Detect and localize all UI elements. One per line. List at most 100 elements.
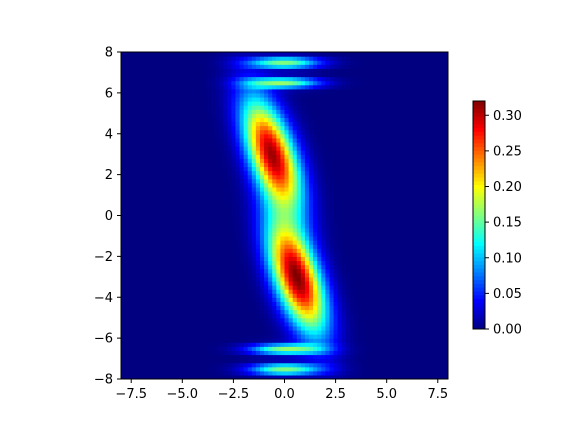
heatmap-cell xyxy=(309,178,314,184)
heatmap-cell xyxy=(121,207,126,213)
heatmap-cell xyxy=(304,174,310,180)
heatmap-cell xyxy=(337,92,343,98)
heatmap-cell xyxy=(296,129,302,135)
heatmap-cell xyxy=(227,199,232,204)
heatmap-cell xyxy=(292,256,298,262)
heatmap-cell xyxy=(121,101,126,106)
heatmap-cell xyxy=(235,374,241,379)
heatmap-cell xyxy=(178,199,183,204)
heatmap-cell xyxy=(137,268,143,274)
heatmap-cell xyxy=(145,150,151,155)
heatmap-cell xyxy=(337,186,343,192)
heatmap-cell xyxy=(157,329,163,335)
heatmap-cell xyxy=(215,231,220,237)
heatmap-cell xyxy=(284,325,290,331)
heatmap-cell xyxy=(268,190,273,196)
heatmap-cell xyxy=(329,113,335,118)
heatmap-cell xyxy=(202,186,208,192)
heatmap-cell xyxy=(219,109,224,114)
heatmap-cell xyxy=(317,231,322,237)
heatmap-cell xyxy=(165,60,171,65)
heatmap-cell xyxy=(370,305,376,311)
heatmap-cell xyxy=(304,150,310,155)
heatmap-cell xyxy=(362,92,367,98)
heatmap-cell xyxy=(210,174,216,180)
heatmap-cell xyxy=(129,268,134,274)
heatmap-cell xyxy=(280,137,286,143)
heatmap-cell xyxy=(190,113,196,118)
heatmap-cell xyxy=(272,72,277,78)
heatmap-cell xyxy=(374,325,380,331)
heatmap-cell xyxy=(333,203,339,208)
heatmap-cell xyxy=(219,338,224,343)
heatmap-cell xyxy=(288,162,294,168)
heatmap-cell xyxy=(353,178,359,184)
heatmap-cell xyxy=(170,211,175,217)
heatmap-cell xyxy=(231,105,237,110)
heatmap-cell xyxy=(292,350,298,356)
heatmap-cell xyxy=(206,374,212,379)
heatmap-cell xyxy=(264,342,269,347)
heatmap-cell xyxy=(370,117,376,123)
heatmap-cell xyxy=(276,190,282,196)
heatmap-cell xyxy=(264,289,269,294)
heatmap-cell xyxy=(292,309,298,315)
heatmap-cell xyxy=(333,289,339,294)
heatmap-cell xyxy=(243,235,249,241)
heatmap-cell xyxy=(141,166,147,172)
heatmap-cell xyxy=(174,72,179,78)
heatmap-cell xyxy=(243,370,249,376)
heatmap-cell xyxy=(161,325,167,331)
heatmap-cell xyxy=(259,109,265,114)
heatmap-cell xyxy=(284,293,290,298)
heatmap-cell xyxy=(145,358,151,364)
heatmap-cell xyxy=(329,162,335,168)
heatmap-cell xyxy=(325,276,331,282)
heatmap-cell xyxy=(313,366,318,372)
heatmap-cell xyxy=(170,72,175,78)
heatmap-cell xyxy=(210,289,216,294)
heatmap-cell xyxy=(325,174,331,180)
heatmap-cell xyxy=(129,260,134,266)
heatmap-cell xyxy=(198,325,204,331)
heatmap-cell xyxy=(247,260,253,266)
heatmap-cell xyxy=(239,338,245,343)
heatmap-cell xyxy=(366,92,371,98)
heatmap-cell xyxy=(190,211,196,217)
heatmap-cell xyxy=(341,268,347,274)
heatmap-cell xyxy=(370,366,376,372)
heatmap-cell xyxy=(259,235,265,241)
heatmap-cell xyxy=(255,52,261,57)
heatmap-cell xyxy=(370,203,376,208)
heatmap-cell xyxy=(349,125,355,131)
heatmap-cell xyxy=(223,137,228,143)
heatmap-cell xyxy=(161,346,167,351)
heatmap-cell xyxy=(165,170,171,176)
heatmap-cell xyxy=(227,260,232,266)
heatmap-cell xyxy=(333,284,339,290)
heatmap-cell xyxy=(161,113,167,118)
heatmap-cell xyxy=(206,96,212,102)
heatmap-cell xyxy=(178,313,183,319)
heatmap-cell xyxy=(309,162,314,168)
heatmap-cell xyxy=(149,166,155,172)
heatmap-cell xyxy=(239,260,245,266)
heatmap-cell xyxy=(165,154,171,159)
heatmap-cell xyxy=(235,358,241,364)
heatmap-cell xyxy=(264,195,269,200)
heatmap-cell xyxy=(227,321,232,327)
heatmap-cell xyxy=(235,203,241,208)
heatmap-cell xyxy=(219,342,224,347)
heatmap-cell xyxy=(362,293,367,298)
heatmap-cell xyxy=(194,203,200,208)
heatmap-cell xyxy=(264,72,269,78)
heatmap-cell xyxy=(247,223,253,229)
heatmap-cell xyxy=(149,96,155,102)
heatmap-cell xyxy=(251,88,257,94)
heatmap-cell xyxy=(276,96,282,102)
heatmap-cell xyxy=(345,297,351,302)
heatmap-cell xyxy=(202,80,208,86)
heatmap-cell xyxy=(276,195,282,200)
heatmap-cell xyxy=(174,374,179,379)
heatmap-cell xyxy=(186,195,192,200)
